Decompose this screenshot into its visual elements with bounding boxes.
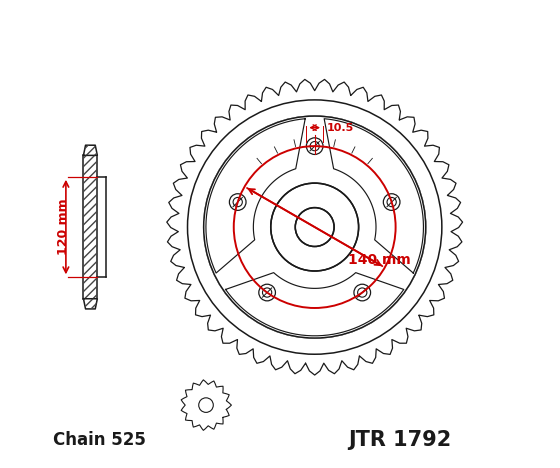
Polygon shape xyxy=(167,80,463,375)
Polygon shape xyxy=(206,119,305,273)
Polygon shape xyxy=(226,273,404,336)
Circle shape xyxy=(295,208,334,247)
Text: 10.5: 10.5 xyxy=(326,123,354,132)
Polygon shape xyxy=(324,119,423,273)
Text: 120 mm: 120 mm xyxy=(57,199,69,256)
Circle shape xyxy=(259,284,276,301)
Circle shape xyxy=(354,284,371,301)
Text: Chain 525: Chain 525 xyxy=(53,431,146,449)
Circle shape xyxy=(204,116,426,338)
Circle shape xyxy=(306,138,323,154)
Polygon shape xyxy=(83,145,97,155)
Circle shape xyxy=(199,398,213,412)
Bar xyxy=(83,155,97,299)
Text: 140 mm: 140 mm xyxy=(348,253,411,267)
Bar xyxy=(83,155,97,299)
Circle shape xyxy=(384,194,400,211)
Circle shape xyxy=(270,183,358,271)
Polygon shape xyxy=(181,380,231,431)
Circle shape xyxy=(204,116,426,338)
Circle shape xyxy=(188,100,442,354)
Circle shape xyxy=(230,194,246,211)
Text: JTR 1792: JTR 1792 xyxy=(349,430,452,450)
Polygon shape xyxy=(83,299,97,309)
